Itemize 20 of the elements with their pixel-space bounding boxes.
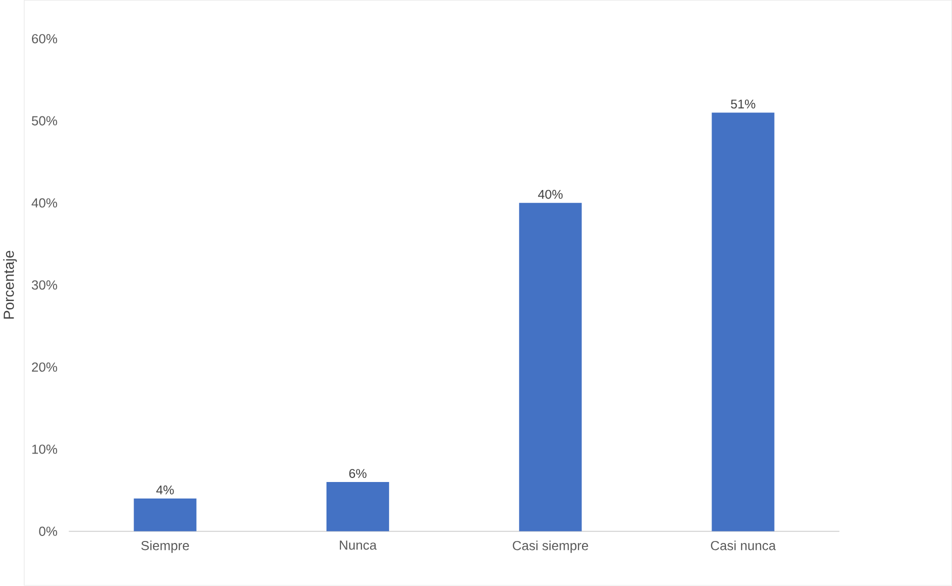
bar [134, 498, 196, 532]
data-label: 51% [730, 100, 756, 109]
y-tick-label: 40% [32, 198, 58, 208]
bar [519, 203, 582, 532]
y-tick-label: 60% [32, 34, 58, 44]
y-tick-label: 10% [32, 444, 58, 454]
y-axis-title: Porcentaje [3, 251, 17, 319]
data-label: 4% [156, 486, 174, 495]
x-tick-label: Casi siempre [512, 540, 588, 553]
y-tick-label: 50% [32, 116, 58, 126]
x-tick-label: Nunca [340, 540, 377, 550]
x-tick-label: Casi nunca [710, 540, 776, 550]
x-tick-label: Siempre [141, 540, 189, 553]
y-tick-label: 20% [32, 362, 58, 372]
bar [326, 482, 390, 532]
data-label: 40% [538, 190, 563, 199]
y-tick-label: 30% [32, 280, 58, 290]
y-tick-label: 0% [39, 526, 58, 536]
bar [712, 112, 774, 532]
data-label: 6% [349, 469, 366, 478]
